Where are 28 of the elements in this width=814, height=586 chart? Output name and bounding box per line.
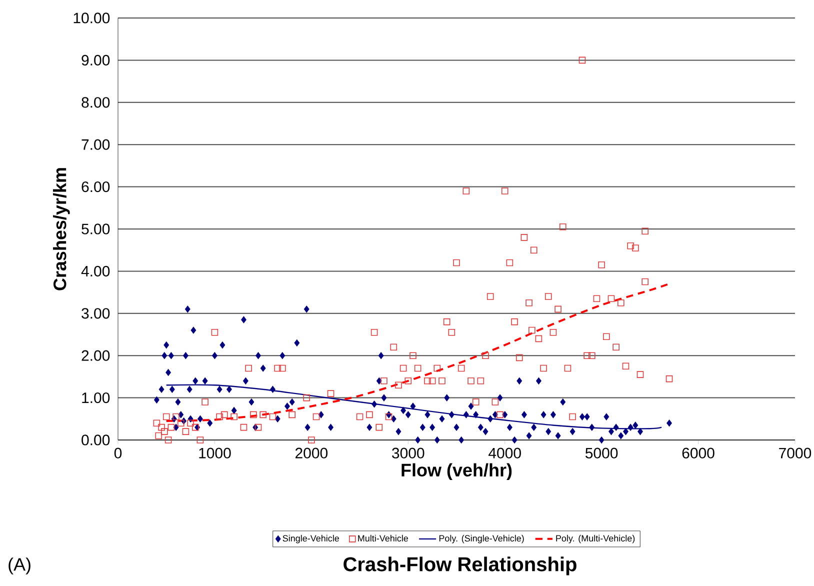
legend-label: Poly. (Single-Vehicle) [439,534,524,544]
x-tick-label: 3000 [392,448,424,458]
line-series [165,282,670,422]
x-tick-label: 1000 [199,448,231,458]
y-tick-label: 2.00 [82,350,110,361]
y-tick-label: 6.00 [82,181,110,192]
y-tick-label: 10.00 [74,12,110,24]
legend-label: Poly. (Multi-Vehicle) [556,534,635,544]
x-axis-title: Flow (veh/hr) [402,463,512,480]
text: Crash-Flow Relationship [344,556,576,576]
x-tick-label: 0 [114,448,122,458]
y-tick-label: 1.00 [82,392,110,404]
y-tick-label: 7.00 [82,139,110,150]
y-axis-title: Crashes/yr/km [53,168,70,290]
x-tick-label: 5000 [585,448,618,458]
text: (A) [8,558,30,574]
y-tick-label: 3.00 [82,308,110,319]
legend-label: Multi-Vehicle [358,534,408,542]
y-tick-label: 8.00 [82,97,110,108]
y-tick-label: 4.00 [81,266,110,276]
x-tick-label: 7000 [779,448,812,458]
y-tick-label: 0.00 [82,434,110,446]
y-tick-label: 5.00 [82,224,110,234]
legend-label: Single-Vehicle [282,534,339,544]
x-tick-label: 2000 [296,448,328,458]
y-tick-label: 9.00 [82,54,110,66]
x-tick-label: 6000 [682,448,714,458]
x-tick-label: 4000 [488,448,521,458]
